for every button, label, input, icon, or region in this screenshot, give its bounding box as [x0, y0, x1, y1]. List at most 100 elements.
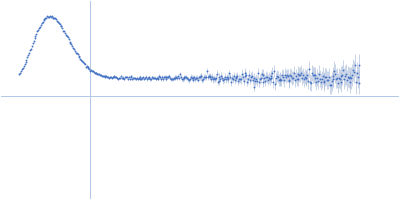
- Point: [105, 75, 111, 78]
- Point: [85, 67, 92, 70]
- Point: [335, 81, 341, 85]
- Point: [108, 76, 115, 79]
- Point: [147, 78, 154, 81]
- Point: [176, 77, 182, 80]
- Point: [136, 77, 143, 80]
- Point: [224, 76, 230, 79]
- Point: [93, 71, 100, 74]
- Point: [227, 75, 234, 78]
- Point: [75, 55, 82, 58]
- Point: [62, 31, 68, 35]
- Point: [303, 76, 310, 79]
- Point: [143, 75, 149, 78]
- Point: [214, 72, 220, 75]
- Point: [113, 76, 120, 79]
- Point: [308, 81, 314, 85]
- Point: [42, 17, 48, 20]
- Point: [240, 79, 247, 83]
- Point: [159, 76, 165, 79]
- Point: [160, 75, 167, 79]
- Point: [295, 72, 302, 75]
- Point: [56, 22, 62, 25]
- Point: [347, 81, 354, 84]
- Point: [269, 71, 276, 75]
- Point: [63, 33, 69, 36]
- Point: [217, 77, 224, 80]
- Point: [305, 80, 312, 83]
- Point: [37, 25, 43, 28]
- Point: [292, 74, 299, 77]
- Point: [334, 76, 340, 80]
- Point: [155, 77, 162, 80]
- Point: [349, 74, 356, 77]
- Point: [66, 40, 73, 43]
- Point: [128, 75, 135, 78]
- Point: [239, 72, 245, 75]
- Point: [186, 79, 192, 82]
- Point: [22, 60, 29, 63]
- Point: [68, 43, 74, 46]
- Point: [20, 67, 26, 70]
- Point: [250, 76, 257, 80]
- Point: [310, 73, 316, 76]
- Point: [30, 40, 37, 43]
- Point: [257, 78, 263, 81]
- Point: [177, 73, 183, 76]
- Point: [222, 78, 229, 81]
- Point: [49, 16, 56, 19]
- Point: [209, 75, 216, 78]
- Point: [192, 78, 198, 81]
- Point: [126, 75, 132, 78]
- Point: [220, 79, 226, 82]
- Point: [76, 56, 83, 59]
- Point: [56, 23, 63, 26]
- Point: [189, 78, 196, 81]
- Point: [320, 74, 326, 78]
- Point: [123, 76, 129, 79]
- Point: [297, 73, 304, 76]
- Point: [336, 78, 343, 81]
- Point: [222, 75, 228, 78]
- Point: [190, 76, 197, 79]
- Point: [254, 80, 260, 83]
- Point: [322, 75, 328, 78]
- Point: [291, 72, 297, 75]
- Point: [45, 15, 51, 18]
- Point: [131, 76, 137, 79]
- Point: [196, 75, 203, 79]
- Point: [180, 78, 186, 81]
- Point: [132, 77, 138, 80]
- Point: [255, 72, 261, 75]
- Point: [199, 79, 206, 82]
- Point: [299, 76, 305, 79]
- Point: [111, 74, 118, 78]
- Point: [312, 76, 319, 80]
- Point: [100, 75, 107, 78]
- Point: [339, 74, 346, 77]
- Point: [166, 74, 172, 77]
- Point: [226, 72, 232, 75]
- Point: [229, 76, 235, 79]
- Point: [54, 19, 60, 22]
- Point: [315, 79, 321, 83]
- Point: [118, 74, 124, 78]
- Point: [82, 65, 89, 68]
- Point: [298, 71, 304, 74]
- Point: [268, 74, 275, 77]
- Point: [353, 81, 359, 84]
- Point: [108, 76, 114, 79]
- Point: [162, 75, 168, 78]
- Point: [196, 76, 202, 79]
- Point: [288, 74, 294, 77]
- Point: [125, 77, 131, 80]
- Point: [60, 29, 66, 32]
- Point: [124, 76, 130, 79]
- Point: [197, 75, 204, 78]
- Point: [333, 77, 339, 80]
- Point: [154, 76, 160, 79]
- Point: [152, 77, 159, 80]
- Point: [248, 75, 254, 78]
- Point: [149, 76, 155, 79]
- Point: [44, 14, 50, 18]
- Point: [289, 76, 295, 80]
